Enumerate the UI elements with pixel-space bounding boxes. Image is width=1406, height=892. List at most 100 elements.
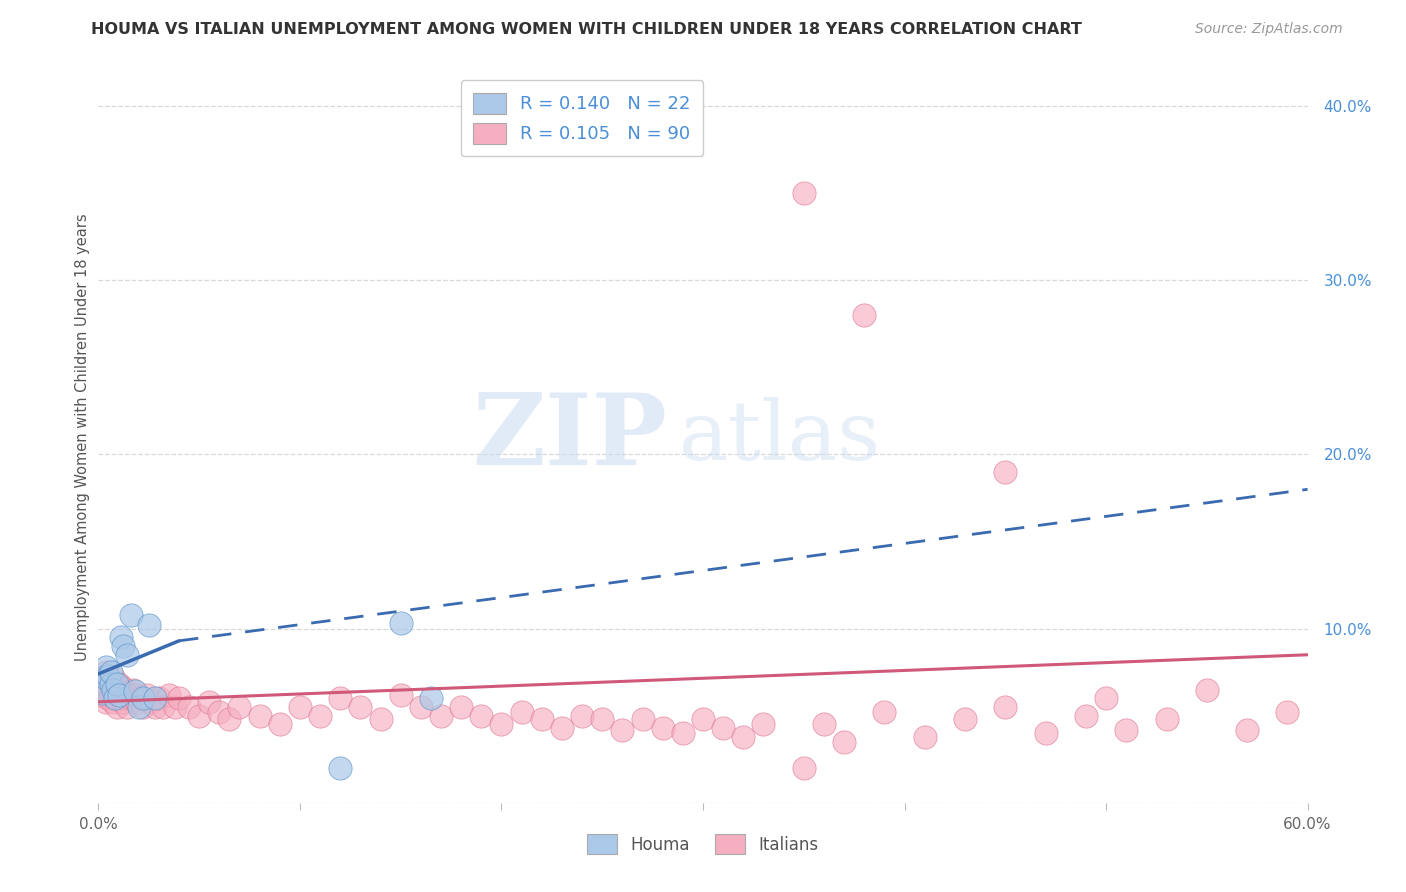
Point [97,668,120,682]
Point [124,688,146,702]
Point [114,691,136,706]
Point [100,677,122,691]
Point [672,726,695,740]
Text: ZIP: ZIP [472,389,666,485]
Point [389,616,412,631]
Point [132,691,155,706]
Point [124,684,146,698]
Point [409,700,432,714]
Point [692,712,714,726]
Point [1074,708,1097,723]
Point [1095,691,1118,706]
Point [832,735,855,749]
Point [733,730,755,744]
Point [370,712,392,726]
Point [143,691,166,706]
Point [111,639,134,653]
Point [994,700,1017,714]
Point [110,631,132,645]
Point [651,721,673,735]
Point [96,660,118,674]
Point [107,688,129,702]
Point [91,677,114,691]
Point [97,673,120,688]
Y-axis label: Unemployment Among Women with Children Under 18 years: Unemployment Among Women with Children U… [75,213,90,661]
Point [103,677,125,691]
Point [96,665,118,680]
Point [420,691,443,706]
Point [510,705,533,719]
Point [89,688,111,702]
Point [139,695,162,709]
Point [1035,726,1057,740]
Point [93,670,115,684]
Point [793,761,815,775]
Point [111,681,134,695]
Point [491,717,513,731]
Point [571,708,593,723]
Point [115,648,138,662]
Point [100,677,122,691]
Point [148,691,170,706]
Point [128,691,150,706]
Text: atlas: atlas [679,397,882,477]
Point [430,708,453,723]
Point [179,700,201,714]
Point [551,721,574,735]
Point [132,700,155,714]
Point [138,618,160,632]
Point [1156,712,1178,726]
Point [249,708,271,723]
Point [97,691,120,706]
Point [612,723,634,737]
Point [100,665,122,680]
Point [103,691,125,706]
Point [91,686,114,700]
Point [269,717,291,731]
Point [105,700,128,714]
Point [107,677,129,691]
Point [450,700,472,714]
Point [101,682,124,697]
Point [591,712,613,726]
Point [101,682,124,697]
Text: HOUMA VS ITALIAN UNEMPLOYMENT AMONG WOMEN WITH CHILDREN UNDER 18 YEARS CORRELATI: HOUMA VS ITALIAN UNEMPLOYMENT AMONG WOME… [91,22,1083,37]
Point [953,712,976,726]
Point [198,695,221,709]
Point [813,717,835,731]
Legend: Houma, Italians: Houma, Italians [581,828,825,860]
Point [96,695,118,709]
Point [288,700,311,714]
Point [994,465,1017,479]
Point [128,700,150,714]
Point [1277,705,1299,719]
Point [853,308,876,322]
Point [389,688,412,702]
Point [125,695,148,709]
Point [101,670,124,684]
Point [100,688,122,702]
Point [93,670,115,684]
Point [228,700,250,714]
Point [97,682,120,697]
Point [135,688,157,702]
Point [115,700,138,714]
Point [218,712,240,726]
Text: Source: ZipAtlas.com: Source: ZipAtlas.com [1195,22,1343,37]
Point [329,761,352,775]
Point [1115,723,1137,737]
Point [163,700,186,714]
Point [143,700,166,714]
Point [111,695,134,709]
Point [107,691,129,706]
Point [631,712,654,726]
Point [93,682,115,697]
Point [101,695,124,709]
Point [167,691,190,706]
Point [530,712,553,726]
Point [157,688,180,702]
Point [120,691,142,706]
Point [188,708,211,723]
Point [793,186,815,201]
Point [120,607,142,622]
